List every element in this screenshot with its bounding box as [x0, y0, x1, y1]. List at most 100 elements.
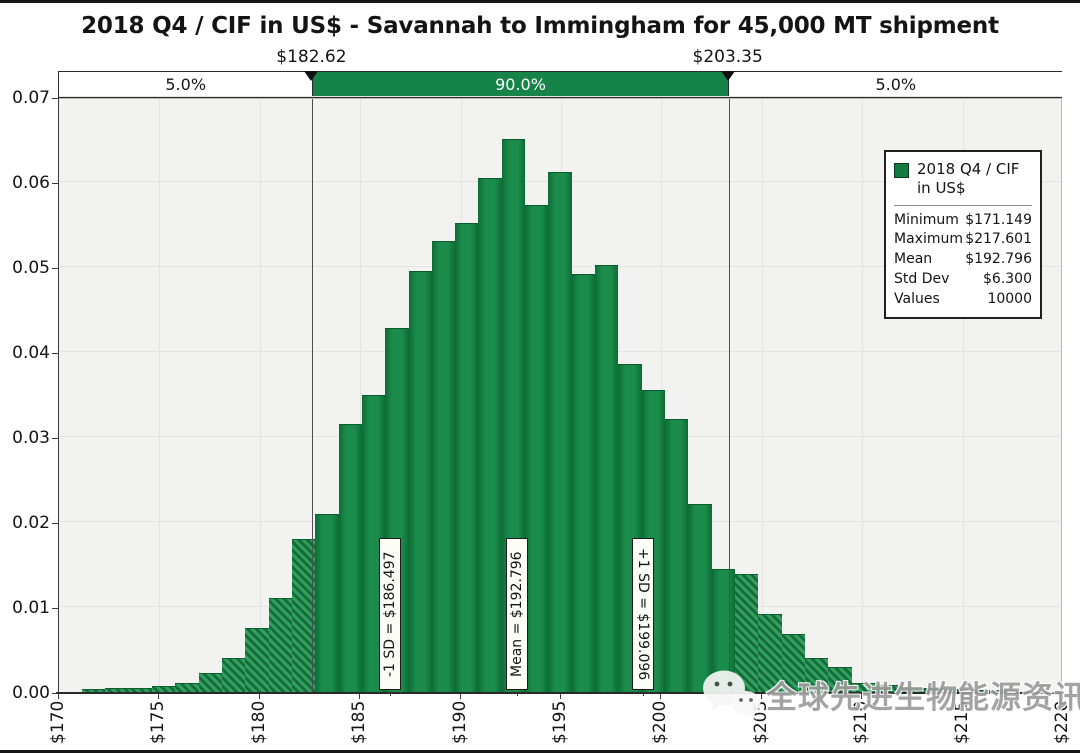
- histogram-bar: [245, 628, 269, 692]
- histogram-bar: [221, 657, 246, 692]
- annotation-tick: [643, 692, 645, 696]
- x-tick-label: $195: [550, 701, 570, 745]
- histogram-bar: [291, 538, 316, 692]
- y-tick-label: 0.03: [12, 428, 50, 448]
- y-tick: [52, 98, 58, 99]
- x-tick-label: $170: [48, 701, 68, 745]
- histogram-bar: [455, 222, 479, 692]
- y-tick-label: 0.07: [12, 88, 50, 108]
- stat-label: Values: [894, 291, 940, 307]
- histogram-bar: [82, 689, 106, 692]
- y-tick: [52, 353, 58, 354]
- stat-label: Std Dev: [894, 271, 950, 288]
- y-tick: [52, 693, 58, 694]
- chart-title: 2018 Q4 / CIF in US$ - Savannah to Immin…: [81, 13, 999, 39]
- histogram-bar: [431, 241, 456, 692]
- histogram-bar: [595, 265, 619, 692]
- histogram-bar: [268, 598, 292, 692]
- legend-separator: [894, 204, 1032, 206]
- histogram-bar: [128, 687, 153, 692]
- percentile-band: 5.0% 90.0% 5.0%: [58, 71, 1063, 98]
- v-gridline: [862, 99, 864, 692]
- v-gridline: [761, 99, 763, 692]
- stat-value: $217.601: [965, 231, 1032, 248]
- histogram-bar: [408, 271, 432, 692]
- band-central-interval: 90.0%: [312, 72, 729, 97]
- stat-value: $6.300: [983, 271, 1032, 288]
- y-tick: [52, 268, 58, 269]
- right-delimiter-marker-icon[interactable]: [720, 71, 735, 81]
- delimiter-line[interactable]: [728, 99, 730, 692]
- histogram-bar: [175, 683, 199, 692]
- delimiter-line[interactable]: [312, 99, 314, 692]
- histogram-bar: [688, 504, 712, 692]
- annotation-tick: [390, 692, 392, 696]
- histogram-bar: [735, 573, 759, 692]
- histogram-bar: [105, 688, 129, 692]
- stat-label: Maximum: [894, 231, 963, 248]
- x-tick: [961, 694, 963, 699]
- y-tick: [52, 438, 58, 439]
- histogram-bar: [898, 686, 922, 692]
- x-tick-label: $185: [349, 701, 370, 745]
- histogram-bar: [758, 613, 782, 692]
- band-right-tail: 5.0%: [728, 72, 1063, 97]
- band-right-tail-label: 5.0%: [875, 75, 917, 94]
- series-label: 2018 Q4 / CIF in US$: [917, 160, 1020, 197]
- histogram-bar: [478, 177, 502, 692]
- histogram-bar: [968, 690, 992, 692]
- x-tick: [760, 694, 762, 699]
- legend-stat-row: Std Dev $6.300: [894, 270, 1032, 290]
- y-tick: [52, 523, 58, 524]
- x-tick: [158, 694, 160, 699]
- y-tick: [52, 183, 58, 184]
- stat-annotation: +1 SD = $199.096: [632, 538, 655, 690]
- y-tick-label: 0.02: [12, 513, 50, 533]
- histogram-bar: [991, 690, 1015, 692]
- stat-value: $192.796: [965, 251, 1032, 268]
- y-tick-label: 0.06: [12, 173, 50, 193]
- v-gridline: [360, 99, 362, 692]
- stat-annotation: -1 SD = $186.497: [379, 538, 402, 690]
- histogram-bar: [804, 657, 829, 692]
- histogram-bar: [851, 682, 875, 692]
- histogram-bar: [874, 685, 899, 692]
- stat-value: $171.149: [965, 211, 1032, 228]
- right-delimiter-value: $203.35: [692, 47, 763, 67]
- x-tick-label: $200: [650, 701, 671, 745]
- wechat-icon: [703, 670, 761, 720]
- stat-value: 10000: [987, 291, 1032, 307]
- v-gridline: [259, 99, 261, 692]
- annotation-tick: [516, 692, 518, 696]
- x-tick: [660, 694, 662, 699]
- v-gridline: [962, 99, 964, 692]
- y-tick: [52, 608, 58, 609]
- histogram-bar: [828, 667, 852, 692]
- left-delimiter-marker-icon[interactable]: [304, 71, 319, 81]
- stat-label: Mean: [894, 251, 933, 268]
- histogram-bar: [198, 673, 222, 692]
- x-axis-line: [56, 692, 1064, 694]
- x-tick: [58, 694, 59, 699]
- histogram-bar: [571, 273, 596, 692]
- y-tick-label: 0.04: [12, 343, 50, 363]
- legend-stat-row: Values 10000: [894, 290, 1032, 310]
- x-tick: [861, 694, 863, 699]
- band-central-interval-label: 90.0%: [495, 75, 546, 94]
- x-tick: [258, 694, 260, 699]
- histogram-bar: [665, 419, 689, 692]
- watermark: 全球先进生物能源资讯: [700, 667, 1080, 721]
- y-tick-label: 0.01: [12, 598, 50, 618]
- watermark-text: 全球先进生物能源资讯: [766, 679, 1080, 716]
- legend-header: 2018 Q4 / CIF in US$: [894, 160, 1032, 198]
- x-tick-label: $180: [248, 701, 269, 745]
- histogram-bar: [944, 689, 969, 692]
- histogram-bar: [315, 514, 339, 692]
- x-tick: [359, 694, 361, 699]
- x-tick: [1062, 694, 1063, 699]
- h-gridline: [59, 96, 1061, 97]
- x-tick-label: $190: [449, 701, 470, 745]
- x-tick: [459, 694, 461, 699]
- histogram-bar: [781, 634, 805, 692]
